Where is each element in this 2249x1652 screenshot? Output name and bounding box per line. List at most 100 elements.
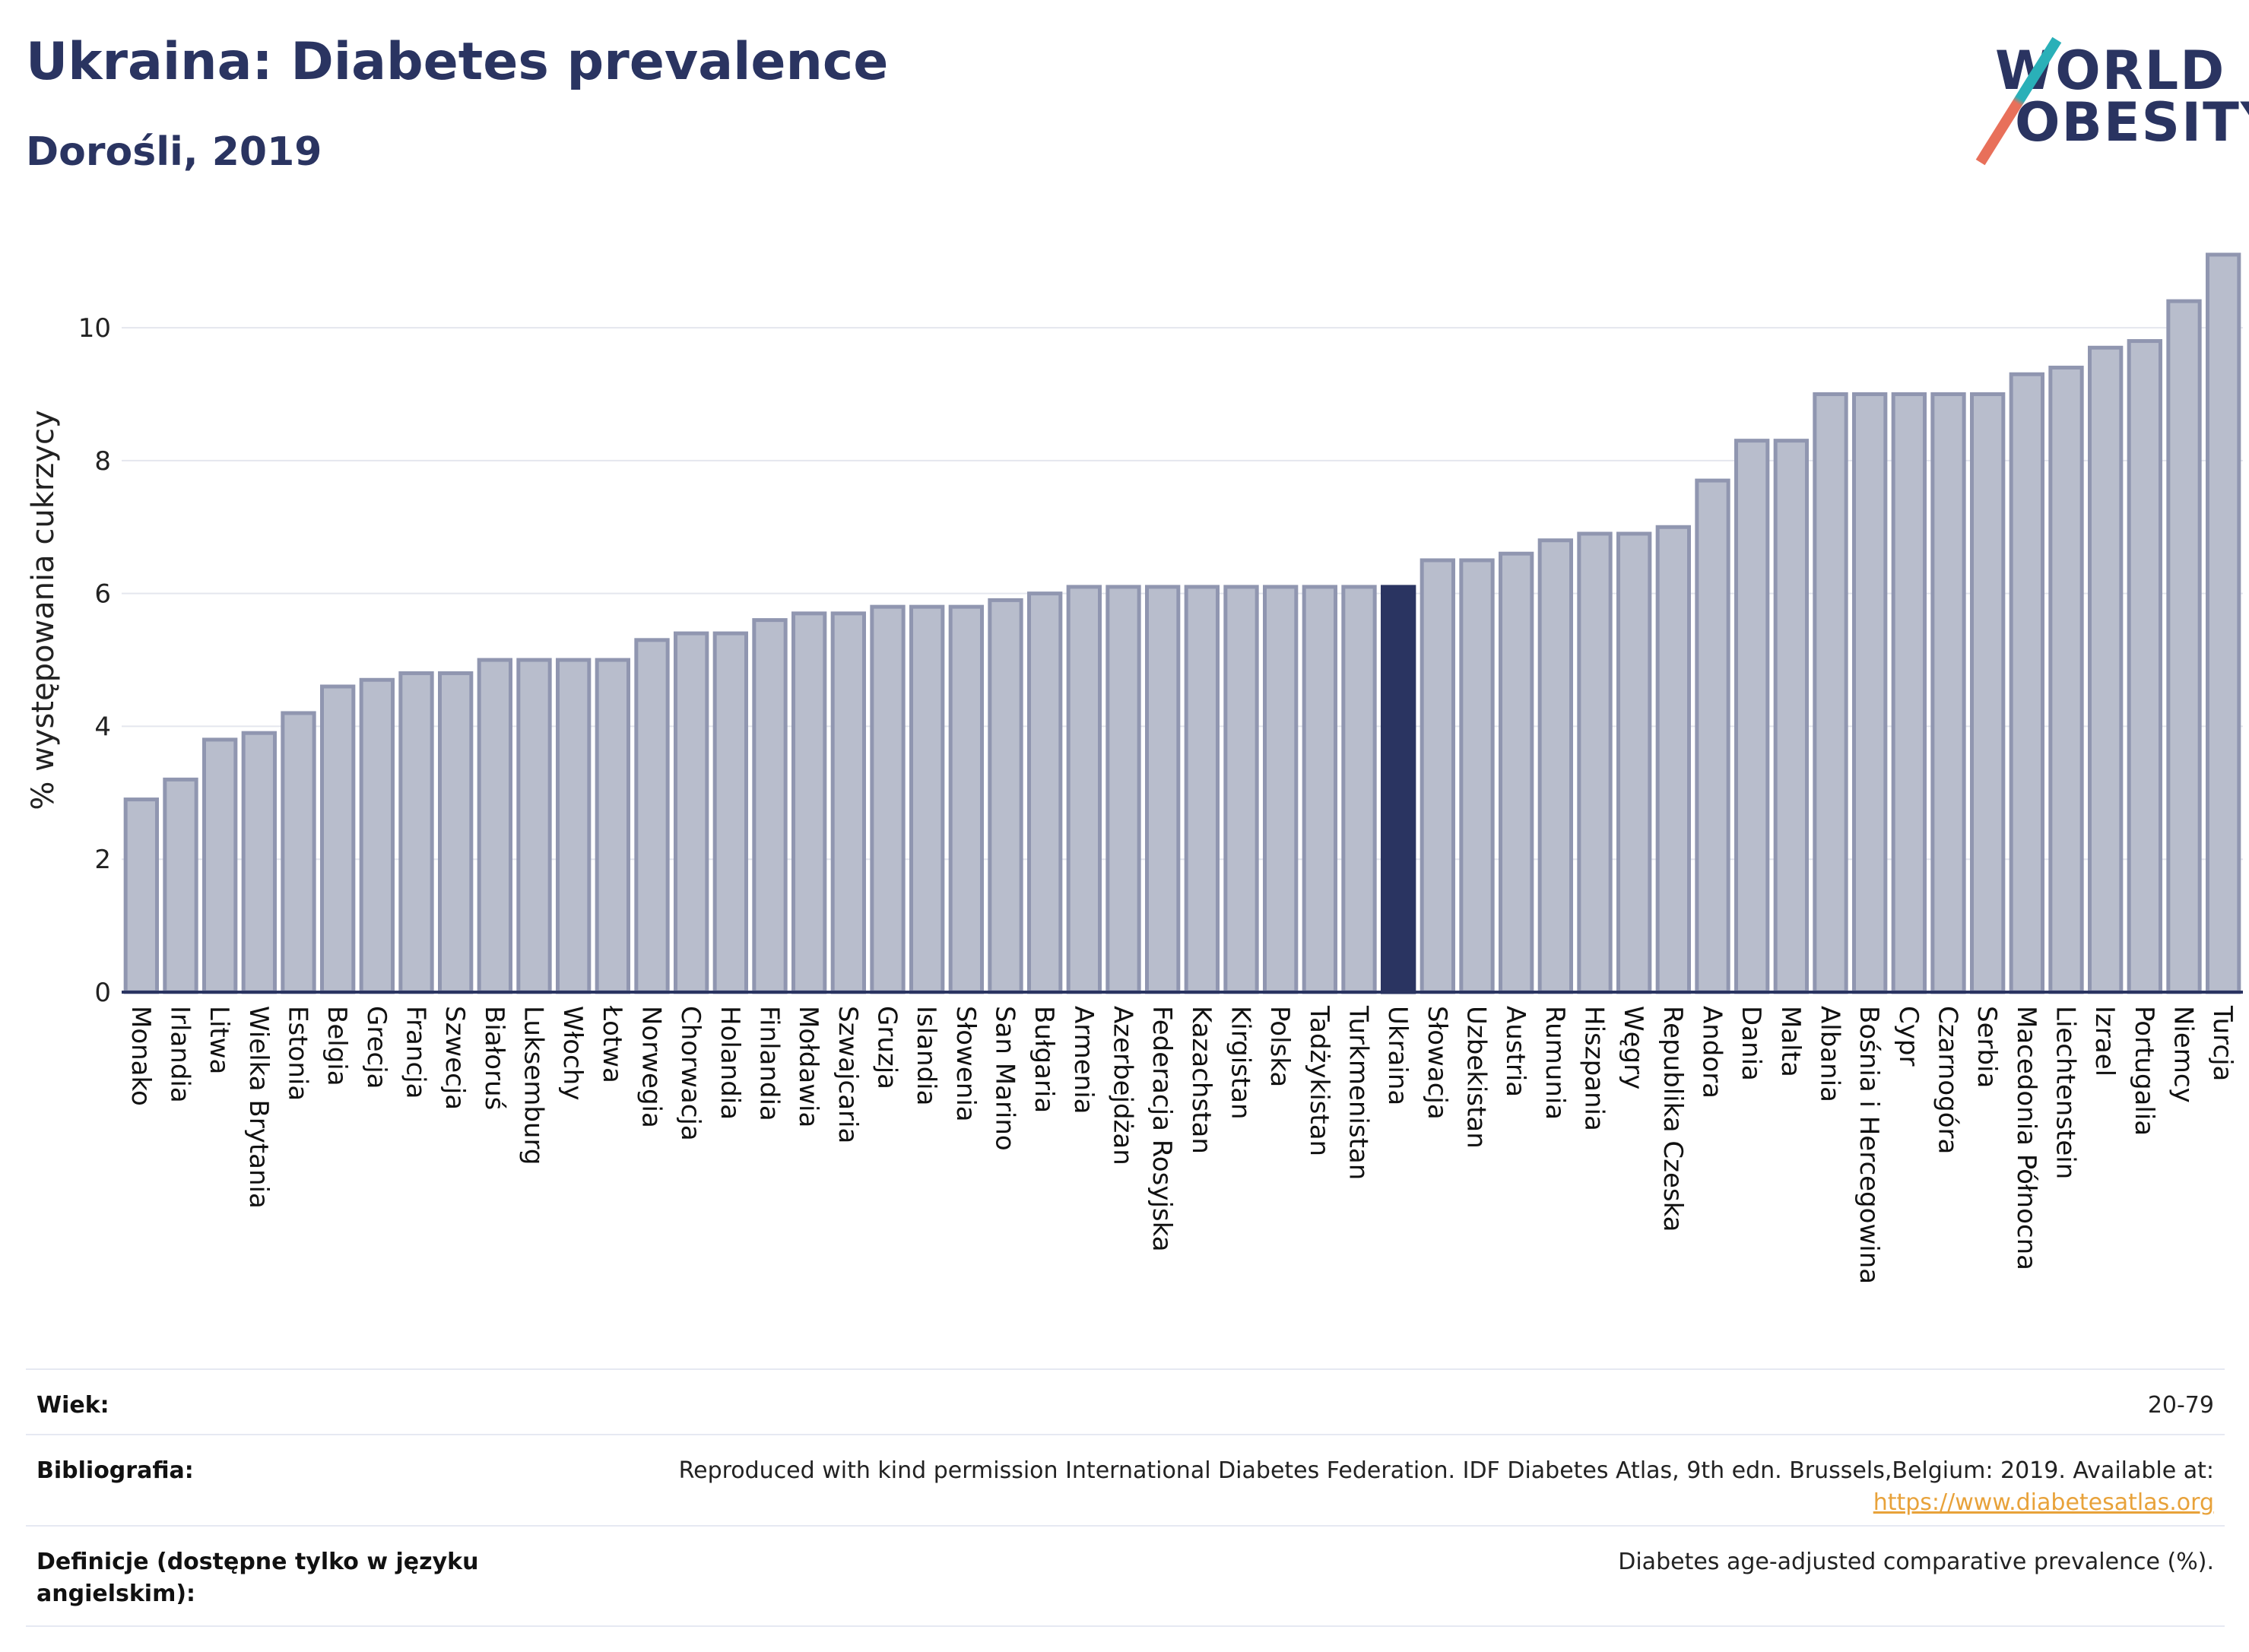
x-tick-label: Islandia <box>911 1006 941 1105</box>
x-tick-label: Grecja <box>361 1006 392 1089</box>
x-tick-label: Izrael <box>2089 1006 2120 1076</box>
bar <box>1263 585 1299 994</box>
bar <box>1970 392 2006 994</box>
bar <box>2127 339 2163 994</box>
x-tick-label: Federacja Rosyjska <box>1147 1006 1177 1252</box>
x-tick-label: Bułgaria <box>1029 1006 1059 1113</box>
info-value-age: 20-79 <box>2147 1392 2214 1419</box>
x-tick-label: Austria <box>1500 1006 1531 1097</box>
info-value-bibliography: Reproduced with kind permission Internat… <box>389 1455 2214 1519</box>
bar <box>1066 585 1102 994</box>
info-key-definitions: Definicje (dostępne tylko w języku angie… <box>36 1549 479 1607</box>
bar <box>830 611 866 994</box>
x-tick-label: Uzbekistan <box>1461 1006 1492 1149</box>
y-tick-label: 0 <box>94 978 111 1008</box>
bar <box>948 604 984 994</box>
y-tick-label: 4 <box>94 712 111 742</box>
x-tick-label: Węgry <box>1618 1006 1648 1089</box>
info-value-definitions: Diabetes age-adjusted comparative preval… <box>1618 1549 2214 1575</box>
x-tick-label: Malta <box>1775 1006 1806 1077</box>
x-tick-label: Bośnia i Hercegowina <box>1854 1006 1884 1284</box>
x-tick-label: Macedonia Północna <box>2011 1006 2041 1270</box>
y-tick-label: 10 <box>78 313 111 344</box>
x-tick-label: Francja <box>401 1006 431 1099</box>
x-tick-label: Słowenia <box>950 1006 981 1122</box>
info-row-definitions: Definicje (dostępne tylko w języku angie… <box>26 1525 2225 1627</box>
x-tick-label: Turcja <box>2207 1005 2238 1081</box>
x-tick-label: Włochy <box>557 1006 588 1100</box>
bar <box>2166 299 2202 994</box>
x-tick-label: Kirgistan <box>1226 1006 1256 1120</box>
bar-highlight <box>1381 585 1416 994</box>
bar <box>163 777 198 994</box>
bar <box>712 631 749 994</box>
x-tick-label: Luksemburg <box>519 1006 549 1165</box>
y-tick-label: 8 <box>94 446 111 477</box>
info-row-bibliography: Bibliografia: Reproduced with kind permi… <box>26 1434 2225 1527</box>
bar <box>281 711 316 994</box>
x-tick-label: Ukraina <box>1382 1006 1413 1105</box>
bar <box>1813 392 1848 994</box>
bar <box>2088 345 2124 994</box>
bar <box>438 671 474 994</box>
bar <box>1459 558 1495 994</box>
y-tick-label: 2 <box>94 845 111 875</box>
bar <box>1341 585 1377 994</box>
bar <box>2048 366 2084 994</box>
bar-chart: 0 2 4 6 8 10 % występowania cukrzycy Monako Irla… <box>26 252 2243 1284</box>
x-tick-label: Szwecja <box>439 1006 470 1110</box>
x-tick-label: Finlandia <box>754 1006 785 1121</box>
bar <box>1223 585 1259 994</box>
bar <box>595 658 631 994</box>
logo-text-line2: OBESITY <box>2015 91 2249 154</box>
world-obesity-logo[interactable]: WORLD OBESITY <box>1975 23 2249 166</box>
bar <box>870 604 906 994</box>
bibliography-text: Reproduced with kind permission Internat… <box>678 1457 2214 1484</box>
x-tick-label: Łotwa <box>597 1005 627 1083</box>
x-tick-label: Cypr <box>1893 1006 1924 1066</box>
x-tick-label: Liechtenstein <box>2051 1006 2081 1179</box>
x-tick-label: Chorwacja <box>675 1006 706 1141</box>
info-key-bibliography: Bibliografia: <box>36 1457 194 1484</box>
info-key-age: Wiek: <box>36 1392 109 1419</box>
x-tick-label: Rumunia <box>1540 1006 1570 1120</box>
bar <box>1930 392 1966 994</box>
x-tick-label: Azerbejdżan <box>1108 1006 1138 1165</box>
bar <box>1302 585 1337 994</box>
x-tick-label: San Marino <box>990 1006 1020 1151</box>
x-tick-label: Szwajcaria <box>833 1006 863 1143</box>
bar <box>1655 525 1692 994</box>
bar <box>359 677 395 994</box>
bar <box>398 671 434 994</box>
x-tick-label: Serbia <box>1971 1006 2002 1088</box>
bar <box>988 598 1023 994</box>
bar <box>320 684 356 994</box>
bar <box>1734 439 1770 994</box>
y-axis-label: % występowania cukrzycy <box>26 410 61 810</box>
x-tick-label: Gruzja <box>872 1006 902 1089</box>
x-tick-label: Białoruś <box>479 1006 509 1110</box>
bar <box>791 611 827 994</box>
bar <box>556 658 592 994</box>
bar <box>123 797 160 994</box>
bar <box>516 658 552 994</box>
bar <box>909 604 945 994</box>
x-tick-label: Czarnogóra <box>1933 1006 1963 1154</box>
chart-subtitle: Dorośli, 2019 <box>26 129 322 175</box>
bar <box>752 618 788 994</box>
bar <box>1616 531 1652 994</box>
x-tick-label: Niemcy <box>2168 1006 2199 1103</box>
x-tick-label: Tadżykistan <box>1304 1005 1334 1156</box>
x-tick-label: Turkmenistan <box>1343 1005 1374 1180</box>
x-tick-label: Wielka Brytania <box>243 1006 274 1209</box>
bibliography-link[interactable]: https://www.diabetesatlas.org <box>1873 1489 2214 1516</box>
bar <box>1695 478 1730 994</box>
bar <box>2009 372 2045 994</box>
chart-title: Ukraina: Diabetes prevalence <box>26 32 889 92</box>
x-tick-label: Kazachstan <box>1186 1006 1216 1154</box>
bar <box>1891 392 1927 994</box>
x-tick-label: Belgia <box>322 1006 352 1086</box>
bar <box>241 731 277 994</box>
x-tick-label: Albania <box>1815 1006 1845 1102</box>
x-tick-label: Mołdawia <box>793 1006 823 1127</box>
